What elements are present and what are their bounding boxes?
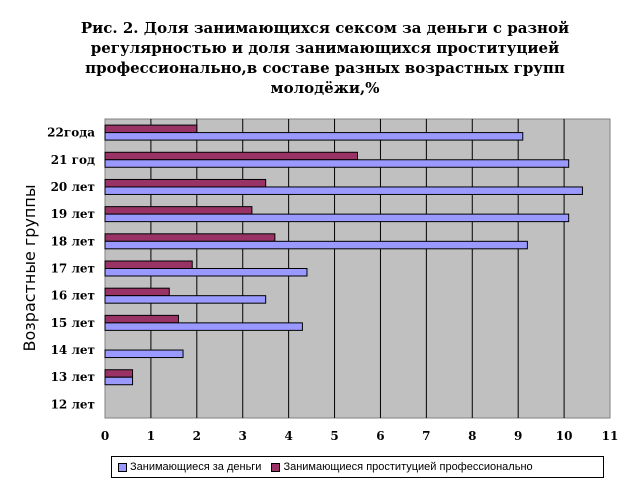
bar-professional [104, 206, 253, 215]
x-tick-labels: 0 1 2 3 4 5 6 7 8 9 10 11 [101, 429, 619, 443]
y-tick-label: 14 лет [51, 343, 95, 357]
bars [104, 124, 583, 386]
bar-for-money [104, 213, 570, 223]
bar-for-money [104, 268, 308, 277]
y-tick-label: 13 лет [51, 370, 95, 384]
bar-for-money [104, 295, 267, 304]
legend-item: Занимающиеся проституцией профессиональн… [271, 461, 533, 473]
bar-professional [104, 124, 198, 134]
y-tick-label: 18 лет [51, 234, 95, 248]
y-tick-label: 15 лет [51, 316, 95, 330]
y-tick-label: 21 год [51, 153, 95, 167]
legend-swatch [118, 462, 127, 472]
bar-professional [104, 369, 134, 378]
x-tick-label: 11 [602, 429, 619, 443]
y-tick-label: 22года [47, 126, 95, 140]
legend: Занимающиеся за деньги Занимающиеся прос… [111, 456, 604, 478]
x-tick-label: 9 [514, 429, 522, 443]
x-tick-label: 0 [101, 429, 109, 443]
y-tick-label: 16 лет [51, 289, 95, 303]
bar-for-money [104, 322, 303, 331]
x-tick-label: 3 [239, 429, 247, 443]
y-axis-label: Возрастные группы [20, 185, 39, 352]
x-tick-label: 4 [284, 429, 292, 443]
bar-for-money [104, 186, 583, 195]
bar-for-money [104, 132, 524, 141]
bar-professional [104, 233, 276, 242]
x-tick-label: 6 [376, 429, 384, 443]
chart-title: Рис. 2. Доля занимающихся сексом за день… [80, 19, 570, 97]
bar-professional [104, 260, 193, 269]
x-tick-label: 5 [330, 429, 338, 443]
bar-professional [104, 178, 267, 188]
legend-item: Занимающиеся за деньги [118, 461, 261, 473]
y-tick-labels: 12 лет 13 лет 14 лет 15 лет 16 лет 17 лет 18 л… [47, 126, 95, 412]
y-tick-label: 12 лет [51, 397, 95, 411]
legend-swatch [271, 462, 281, 472]
y-tick-label: 17 лет [51, 262, 95, 276]
y-tick-label: 19 лет [51, 207, 95, 221]
y-tick-label: 20 лет [51, 180, 95, 194]
x-tick-label: 2 [193, 429, 201, 443]
bar-for-money [104, 240, 528, 250]
bar-professional [104, 314, 179, 324]
x-tick-label: 7 [422, 429, 430, 443]
bar-professional [104, 151, 358, 161]
bar-for-money [104, 349, 184, 359]
bar-professional [104, 287, 170, 297]
legend-label: Занимающиеся проституцией профессиональн… [283, 461, 533, 473]
bar-for-money [104, 376, 134, 386]
x-tick-label: 8 [468, 429, 476, 443]
bar-for-money [104, 159, 570, 168]
legend-label: Занимающиеся за деньги [130, 461, 262, 473]
x-tick-label: 10 [556, 429, 573, 443]
x-tick-label: 1 [147, 429, 155, 443]
